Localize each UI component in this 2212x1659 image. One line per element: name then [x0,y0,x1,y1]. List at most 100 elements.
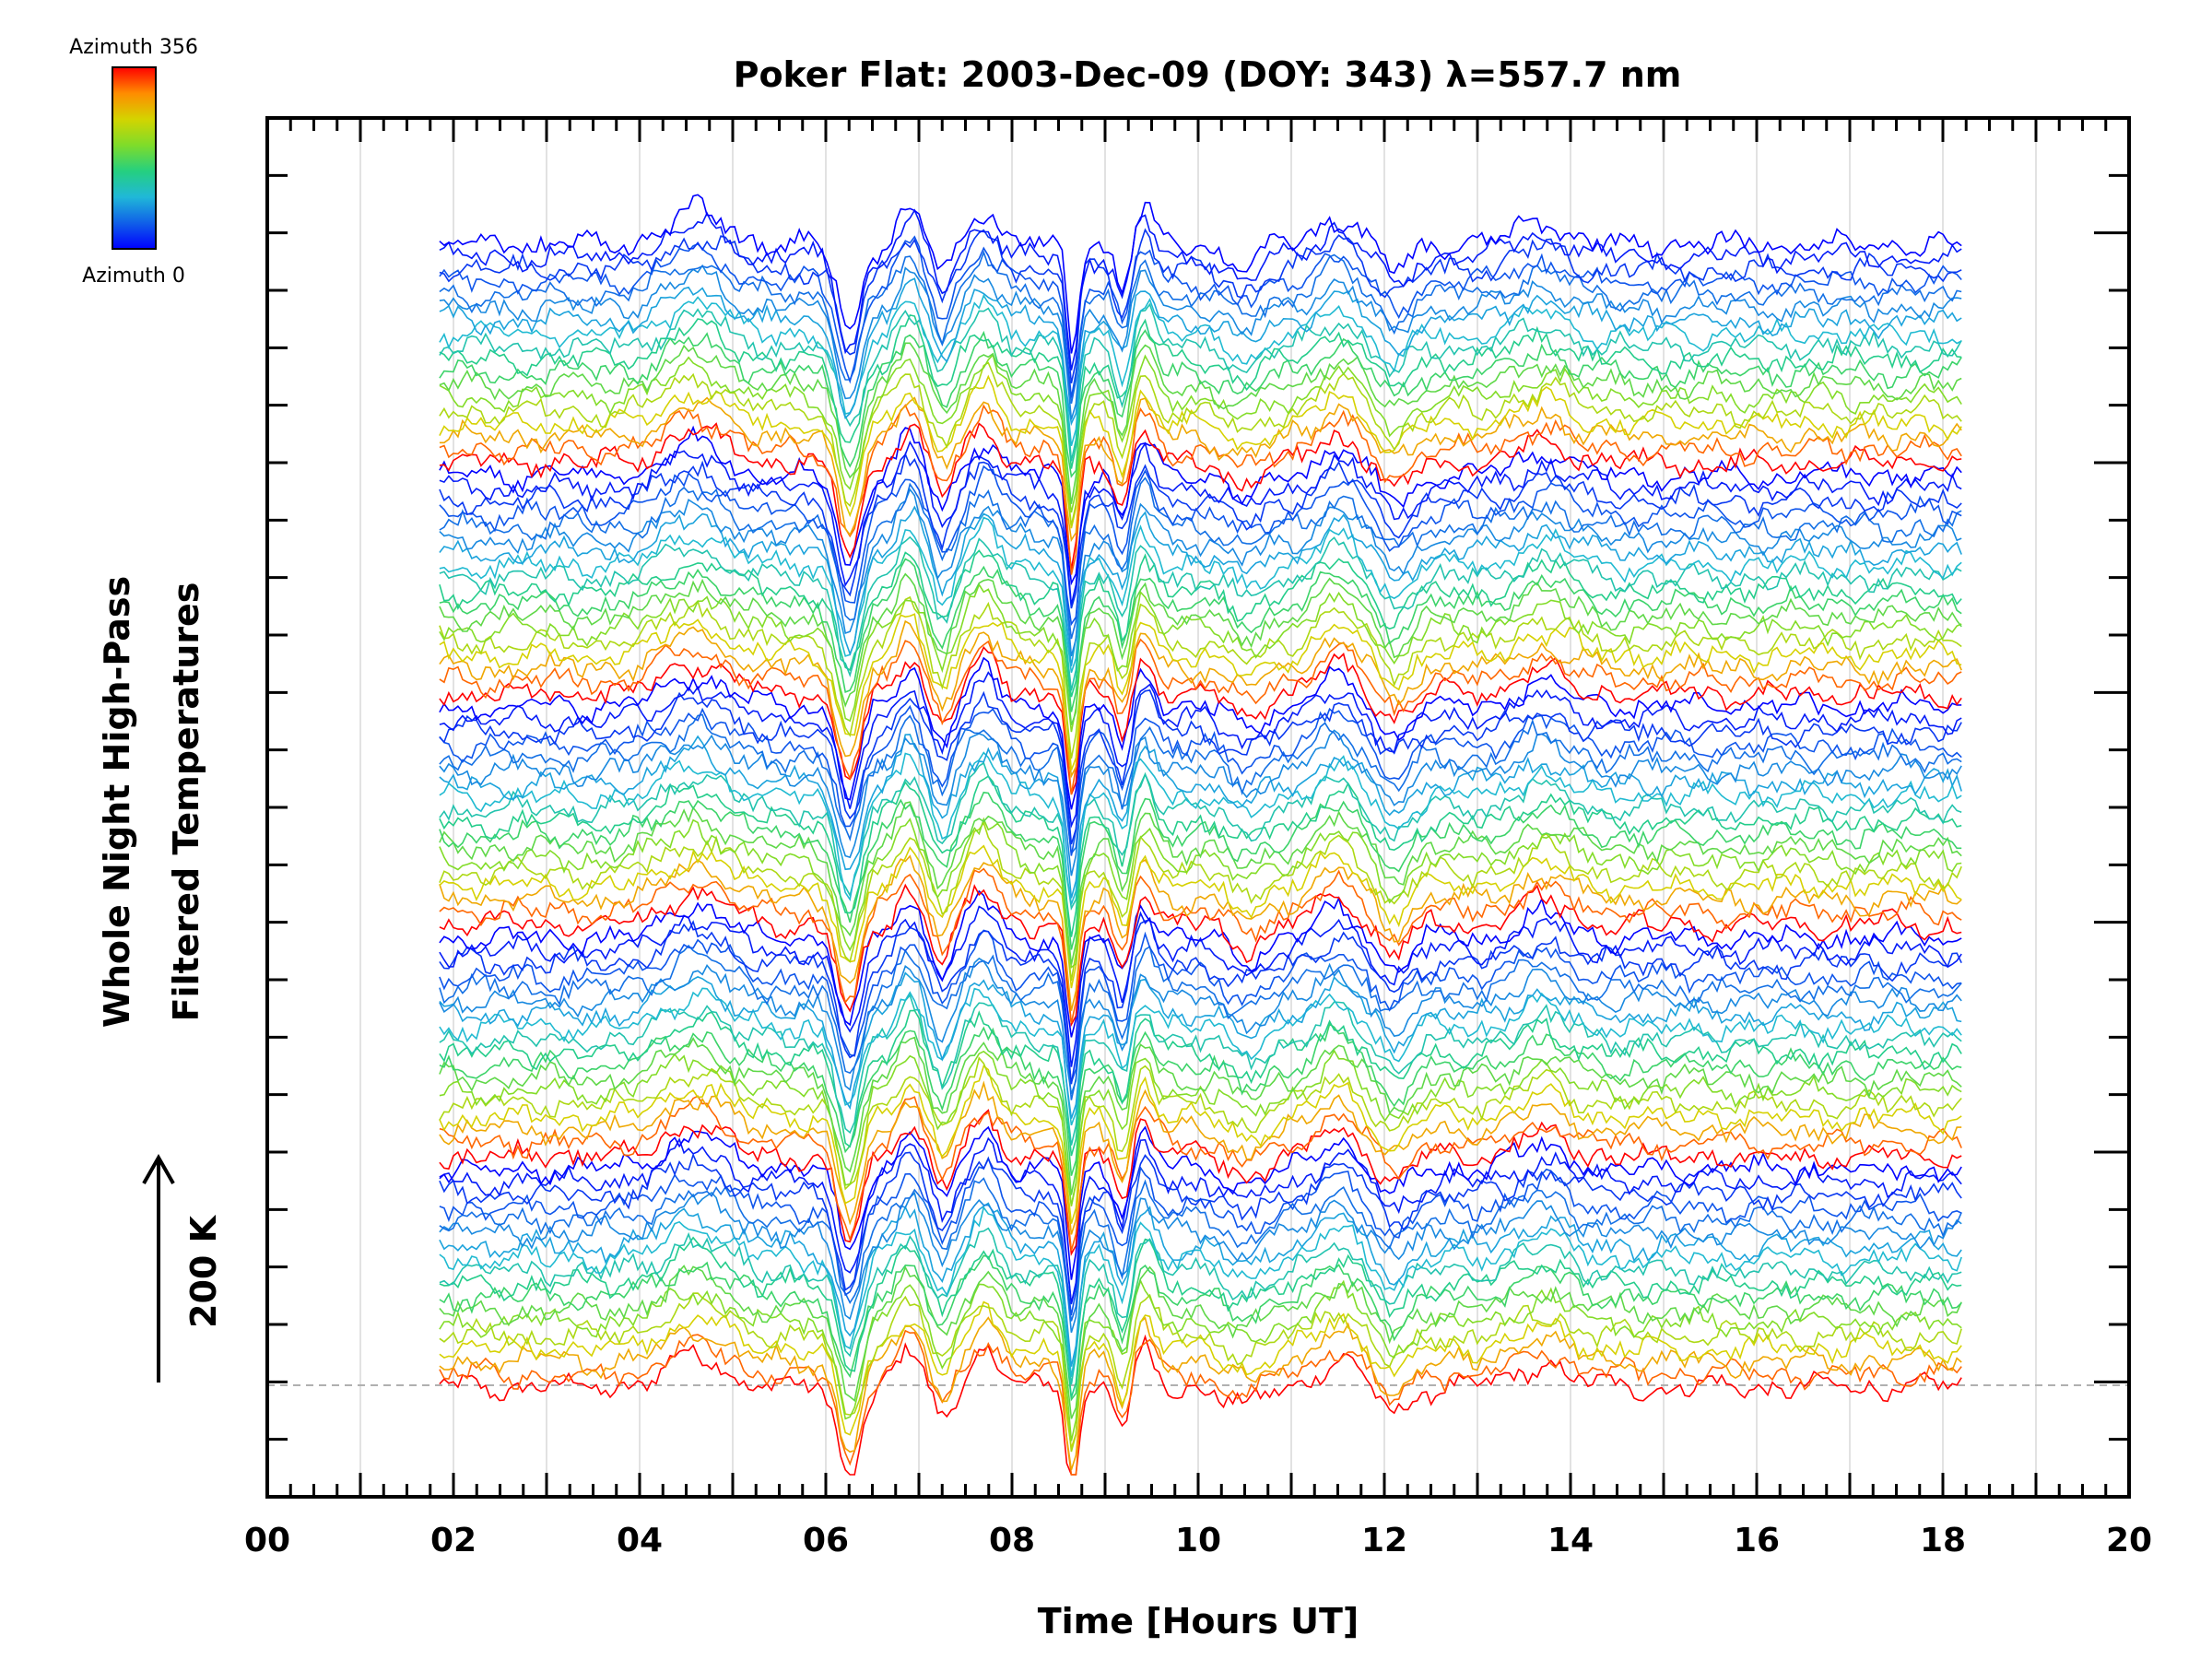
azimuth-trace [439,1300,1962,1449]
azimuth-trace [439,1278,1962,1441]
azimuth-trace [439,1095,1962,1252]
azimuth-trace [439,1049,1962,1206]
azimuth-trace [439,505,1962,666]
azimuth-trace [439,844,1962,989]
azimuth-trace [439,353,1962,513]
azimuth-trace [439,688,1962,845]
azimuth-trace [439,613,1962,771]
azimuth-trace [439,1009,1962,1157]
azimuth-trace [439,1265,1962,1419]
azimuth-trace [439,1254,1962,1402]
azimuth-trace [439,1334,1962,1476]
x-tick-label: 14 [1547,1522,1594,1559]
axis-ticks [265,116,2131,1499]
azimuth-trace [439,671,1962,829]
azimuth-trace [439,572,1962,725]
azimuth-trace [439,488,1962,657]
x-axis-label: Time [Hours UT] [1038,1601,1359,1641]
azimuth-trace [439,761,1962,911]
azimuth-trace [439,704,1962,856]
azimuth-trace [439,1056,1962,1206]
azimuth-trace [439,751,1962,905]
azimuth-trace [439,1329,1962,1476]
azimuth-trace [439,277,1962,427]
azimuth-trace [439,228,1962,383]
azimuth-trace [439,1191,1962,1334]
azimuth-trace [439,404,1962,575]
azimuth-trace [439,820,1962,982]
azimuth-trace [439,734,1962,899]
y-axis-label-line2: Filtered Temperatures [166,582,206,1022]
azimuth-trace [439,477,1962,640]
azimuth-trace [439,1316,1962,1471]
colorbar-bottom-label: Azimuth 0 [82,265,185,288]
azimuth-colorbar [112,66,157,250]
x-tick-label: 10 [1175,1522,1221,1559]
azimuth-trace [439,582,1962,733]
azimuth-trace [439,971,1962,1119]
scale-arrow-head [142,1153,175,1184]
azimuth-trace [439,791,1962,950]
azimuth-trace [439,342,1962,504]
azimuth-trace [439,1177,1962,1322]
x-tick-label: 08 [989,1522,1035,1559]
x-tick-label: 04 [617,1522,663,1559]
azimuth-trace [439,425,1962,586]
azimuth-trace [439,957,1962,1095]
azimuth-trace [439,235,1962,398]
grid-lines [359,118,2037,1497]
azimuth-trace [439,313,1962,469]
azimuth-trace [439,1236,1962,1398]
azimuth-trace [439,987,1962,1126]
azimuth-trace [439,558,1962,712]
azimuth-trace [439,440,1962,606]
azimuth-trace [439,396,1962,543]
azimuth-trace [439,422,1962,571]
azimuth-trace [439,302,1962,462]
azimuth-trace [439,1036,1962,1195]
scale-label: 200 K [183,1214,224,1328]
x-tick-label: 00 [244,1522,290,1559]
azimuth-trace [439,729,1962,877]
azimuth-trace [439,549,1962,698]
azimuth-trace [439,452,1962,609]
azimuth-trace [439,1065,1962,1224]
x-tick-label: 20 [2106,1522,2152,1559]
azimuth-trace [439,1292,1962,1453]
azimuth-trace [439,994,1962,1146]
azimuth-trace [439,905,1962,1067]
azimuth-trace [439,1109,1962,1256]
azimuth-trace [439,883,1962,1028]
colorbar-top-label: Azimuth 356 [69,36,198,59]
azimuth-trace [439,1227,1962,1385]
azimuth-trace [439,919,1962,1085]
azimuth-trace [439,889,1962,1038]
azimuth-trace [439,595,1962,759]
x-tick-label: 06 [803,1522,849,1559]
azimuth-trace [439,638,1962,795]
azimuth-trace [439,535,1962,691]
azimuth-trace [439,713,1962,856]
azimuth-trace [439,194,1962,354]
azimuth-trace [439,374,1962,529]
azimuth-trace [439,645,1962,795]
x-tick-label: 16 [1734,1522,1780,1559]
azimuth-trace [439,1023,1962,1176]
azimuth-trace [439,250,1962,404]
azimuth-trace [439,1151,1962,1305]
azimuth-trace [439,361,1962,526]
azimuth-trace [439,294,1962,447]
azimuth-trace [439,929,1962,1083]
azimuth-trace [439,1206,1962,1377]
x-tick-label: 18 [1920,1522,1966,1559]
series-traces [439,194,1962,1476]
azimuth-trace [439,1202,1962,1367]
y-axis-label-line1: Whole Night High-Pass [97,576,137,1028]
azimuth-trace [439,867,1962,1024]
azimuth-trace [439,1080,1962,1235]
azimuth-trace [439,1136,1962,1304]
x-tick-labels: 00 02 04 06 08 10 12 14 16 18 20 [244,1522,2152,1559]
azimuth-trace [439,329,1962,478]
chart-title: Poker Flat: 2003-Dec-09 (DOY: 343) λ=557… [734,54,1682,95]
